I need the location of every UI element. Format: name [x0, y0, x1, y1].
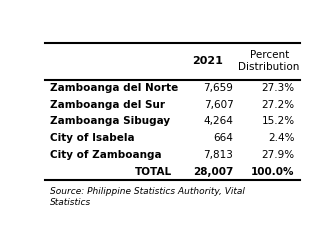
- Text: 27.2%: 27.2%: [261, 100, 295, 110]
- Text: Zamboanga Sibugay: Zamboanga Sibugay: [50, 116, 170, 126]
- Text: 100.0%: 100.0%: [251, 167, 295, 177]
- Text: 664: 664: [214, 133, 234, 143]
- Text: 2.4%: 2.4%: [268, 133, 295, 143]
- Text: 28,007: 28,007: [193, 167, 234, 177]
- Text: Zamboanga del Sur: Zamboanga del Sur: [50, 100, 165, 110]
- Text: TOTAL: TOTAL: [135, 167, 172, 177]
- Text: 7,813: 7,813: [204, 150, 234, 160]
- Text: Source: Philippine Statistics Authority, Vital
Statistics: Source: Philippine Statistics Authority,…: [50, 187, 245, 207]
- Text: City of Isabela: City of Isabela: [50, 133, 134, 143]
- Text: 27.9%: 27.9%: [261, 150, 295, 160]
- Text: 4,264: 4,264: [204, 116, 234, 126]
- Text: City of Zamboanga: City of Zamboanga: [50, 150, 161, 160]
- Text: Percent
Distribution: Percent Distribution: [239, 50, 300, 73]
- Text: 7,607: 7,607: [204, 100, 234, 110]
- Text: 15.2%: 15.2%: [261, 116, 295, 126]
- Text: 2021: 2021: [193, 56, 223, 66]
- Text: 27.3%: 27.3%: [261, 83, 295, 93]
- Text: 7,659: 7,659: [204, 83, 234, 93]
- Text: Zamboanga del Norte: Zamboanga del Norte: [50, 83, 178, 93]
